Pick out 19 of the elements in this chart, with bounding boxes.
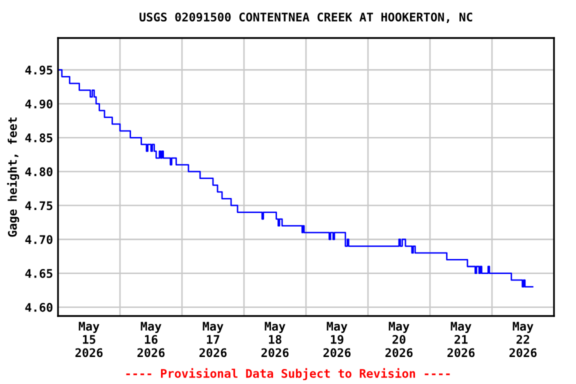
x-tick-label: May 20 2026 xyxy=(385,322,413,358)
y-tick-label: 4.80 xyxy=(25,167,52,176)
chart-title: USGS 02091500 CONTENTNEA CREEK AT HOOKERTON, NC xyxy=(140,12,472,23)
x-tick-label: May 17 2026 xyxy=(199,322,227,358)
x-tick-label: May 21 2026 xyxy=(447,322,475,358)
y-tick-label: 4.60 xyxy=(25,302,52,312)
x-tick-label: May 15 2026 xyxy=(75,322,103,358)
x-tick-label: May 18 2026 xyxy=(261,322,289,358)
y-tick-label: 4.85 xyxy=(25,133,52,142)
x-tick-label: May 22 2026 xyxy=(509,322,537,358)
y-tick-label: 4.70 xyxy=(25,235,52,244)
y-tick-label: 4.90 xyxy=(25,99,52,108)
text: ---- Provisional Data Subject to Revision ---- xyxy=(126,368,450,380)
y-tick-label: 4.95 xyxy=(25,66,52,75)
y-axis-title: Gage height, feet xyxy=(7,118,20,237)
x-tick-label: May 19 2026 xyxy=(323,322,351,358)
y-tick-label: 4.65 xyxy=(25,269,52,278)
y-tick-label: 4.75 xyxy=(25,201,52,210)
x-tick-label: May 16 2026 xyxy=(137,322,165,358)
